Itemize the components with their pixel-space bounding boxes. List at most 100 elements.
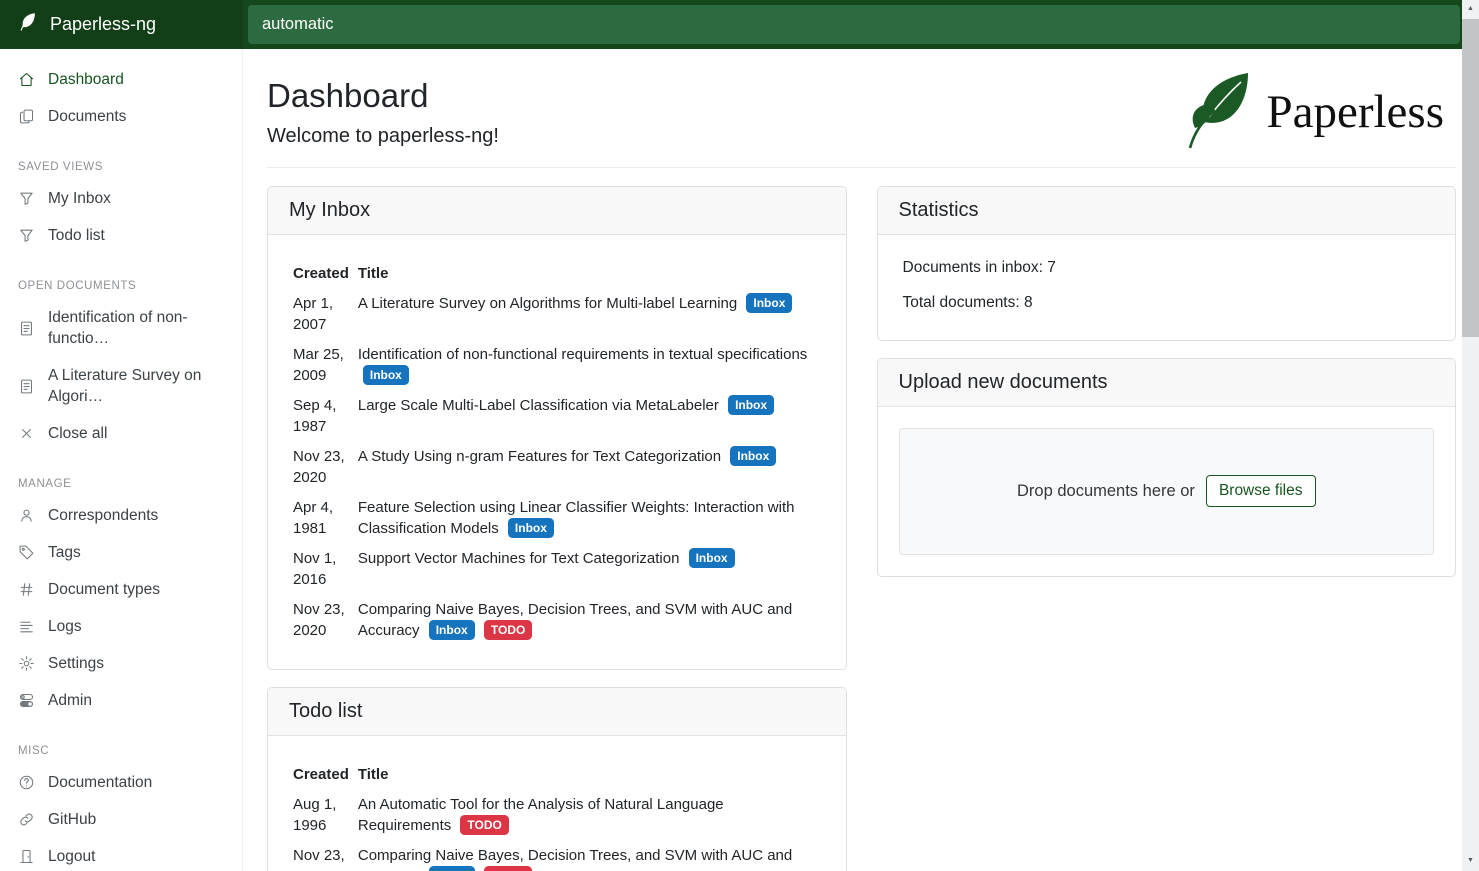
global-search-input[interactable] bbox=[248, 5, 1460, 44]
paperless-logo-text: Paperless bbox=[1266, 86, 1444, 138]
sidebar-item-identification-of-non-functio[interactable]: Identification of non-functio… bbox=[0, 299, 242, 357]
person-icon bbox=[18, 507, 35, 524]
dropzone-text: Drop documents here or bbox=[1017, 481, 1195, 500]
document-link[interactable]: An Automatic Tool for the Analysis of Na… bbox=[357, 795, 724, 834]
tag-badge-inbox[interactable]: Inbox bbox=[428, 619, 475, 640]
sidebar-item-label: Identification of non-functio… bbox=[48, 309, 188, 347]
sidebar-section-title: OPEN DOCUMENTS bbox=[18, 280, 137, 292]
document-row: Sep 4, 1987 Large Scale Multi-Label Class… bbox=[293, 390, 821, 441]
sidebar-item-label: Logout bbox=[48, 848, 96, 865]
sidebar-item-settings[interactable]: Settings bbox=[0, 645, 242, 682]
sidebar-item-label: Todo list bbox=[48, 227, 105, 244]
sidebar-item-logs[interactable]: Logs bbox=[0, 608, 242, 645]
doc-created-date: Nov 23, 2020 bbox=[293, 600, 345, 639]
doc-created-date: Sep 4, 1987 bbox=[293, 396, 337, 435]
stat-inbox-count: Documents in inbox: 7 bbox=[902, 259, 1056, 276]
tag-badge-todo[interactable]: TODO bbox=[483, 619, 533, 640]
sidebar-item-label: Settings bbox=[48, 655, 105, 672]
upload-widget: Upload new documents Drop documents here… bbox=[876, 357, 1456, 577]
statistics-widget: Statistics Documents in inbox: 7 Total d… bbox=[876, 186, 1456, 341]
brand-leaf-icon bbox=[17, 11, 39, 38]
tag-badge-inbox[interactable]: Inbox bbox=[728, 394, 775, 415]
document-link[interactable]: A Study Using n-gram Features for Text C… bbox=[357, 447, 722, 465]
scroll-down-arrow[interactable]: ▼ bbox=[1467, 857, 1474, 864]
page-subtitle: Welcome to paperless-ng! bbox=[267, 125, 499, 147]
widget-title: Statistics bbox=[877, 187, 1455, 235]
sidebar-item-label: Correspondents bbox=[48, 507, 159, 524]
tag-badge-todo[interactable]: TODO bbox=[460, 814, 509, 835]
my-inbox-table: Created Title Apr 1, 2007 A Literature Surv… bbox=[293, 259, 821, 645]
document-link[interactable]: Identification of non-functional require… bbox=[357, 345, 808, 363]
search-bar bbox=[243, 0, 1479, 49]
doc-created-date: Nov 23, 2020 bbox=[293, 846, 345, 871]
sidebar-item-github[interactable]: GitHub bbox=[0, 801, 242, 838]
doc-created-date: Mar 25, 2009 bbox=[293, 345, 344, 384]
file-text-icon bbox=[18, 320, 35, 337]
document-row: Mar 25, 2009 Identification of non-functi… bbox=[293, 339, 821, 390]
sidebar-item-documents[interactable]: Documents bbox=[0, 98, 242, 135]
sidebar-item-logout[interactable]: Logout bbox=[0, 838, 242, 871]
todo-list-table: Created Title Aug 1, 1996 An Automatic Tool… bbox=[293, 760, 821, 871]
sidebar-item-document-types[interactable]: Document types bbox=[0, 571, 242, 608]
stat-total-count: Total documents: 8 bbox=[902, 293, 1033, 311]
sidebar-item-close-all[interactable]: Close all bbox=[0, 415, 242, 452]
sidebar-item-label: Document types bbox=[48, 581, 160, 598]
sidebar-item-label: Logs bbox=[48, 618, 82, 635]
header-divider bbox=[267, 167, 1456, 168]
my-inbox-widget: My Inbox Created Title Apr 1, 2007 A Litera… bbox=[267, 186, 847, 670]
sidebar-item-label: Admin bbox=[48, 692, 92, 709]
sidebar-item-admin[interactable]: Admin bbox=[0, 682, 242, 719]
document-row: Aug 1, 1996 An Automatic Tool for the Ana… bbox=[293, 789, 821, 840]
sidebar-section-title: SAVED VIEWS bbox=[18, 161, 103, 173]
sidebar-item-label: Tags bbox=[48, 544, 81, 561]
upload-dropzone[interactable]: Drop documents here or Browse files bbox=[898, 427, 1434, 555]
sidebar-item-my-inbox[interactable]: My Inbox bbox=[0, 180, 242, 217]
app-brand[interactable]: Paperless-ng bbox=[0, 0, 243, 49]
vertical-scrollbar[interactable]: ▲ ▼ bbox=[1462, 0, 1479, 871]
sidebar-item-label: GitHub bbox=[48, 811, 97, 828]
column-header-created: Created bbox=[293, 766, 349, 783]
tag-badge-inbox[interactable]: Inbox bbox=[730, 445, 777, 466]
sidebar-item-a-literature-survey-on-algori[interactable]: A Literature Survey on Algori… bbox=[0, 357, 242, 415]
todo-list-widget: Todo list Created Title Aug 1, 1996 An Auto… bbox=[267, 687, 847, 871]
sidebar-item-label: My Inbox bbox=[48, 190, 111, 207]
document-link[interactable]: Feature Selection using Linear Classifie… bbox=[357, 498, 795, 537]
doc-created-date: Nov 23, 2020 bbox=[293, 447, 345, 486]
sidebar: Dashboard Documents SAVED VIEWS My Inbox Tod… bbox=[0, 49, 243, 871]
doc-created-date: Nov 1, 2016 bbox=[293, 549, 337, 588]
tag-badge-inbox[interactable]: Inbox bbox=[428, 865, 475, 871]
document-link[interactable]: Comparing Naive Bayes, Decision Trees, a… bbox=[357, 846, 793, 871]
tag-badge-inbox[interactable]: Inbox bbox=[362, 364, 409, 385]
widget-title: Todo list bbox=[268, 688, 846, 736]
scrollbar-thumb[interactable] bbox=[1462, 19, 1479, 337]
doc-created-date: Aug 1, 1996 bbox=[293, 795, 337, 834]
document-link[interactable]: Large Scale Multi-Label Classification v… bbox=[357, 396, 719, 414]
tag-badge-todo[interactable]: TODO bbox=[483, 865, 533, 871]
sidebar-item-dashboard[interactable]: Dashboard bbox=[0, 61, 242, 98]
tag-badge-inbox[interactable]: Inbox bbox=[688, 547, 735, 568]
hash-icon bbox=[18, 581, 35, 598]
sidebar-item-label: A Literature Survey on Algori… bbox=[48, 367, 202, 405]
sidebar-item-documentation[interactable]: Documentation bbox=[0, 764, 242, 801]
sidebar-section-title: MISC bbox=[18, 745, 50, 757]
doc-created-date: Apr 1, 2007 bbox=[293, 294, 334, 333]
document-row: Nov 23, 2020 A Study Using n-gram Feature… bbox=[293, 441, 821, 492]
tag-badge-inbox[interactable]: Inbox bbox=[507, 517, 554, 538]
document-row: Nov 23, 2020 Comparing Naive Bayes, Decis… bbox=[293, 840, 821, 871]
sidebar-item-tags[interactable]: Tags bbox=[0, 534, 242, 571]
document-link[interactable]: Support Vector Machines for Text Categor… bbox=[357, 549, 680, 567]
file-text-icon bbox=[18, 378, 35, 395]
sidebar-item-label: Documentation bbox=[48, 774, 153, 791]
sidebar-item-todo-list[interactable]: Todo list bbox=[0, 217, 242, 254]
browse-files-button[interactable]: Browse files bbox=[1205, 475, 1316, 507]
sidebar-item-correspondents[interactable]: Correspondents bbox=[0, 497, 242, 534]
paperless-logo: Paperless bbox=[1184, 71, 1456, 154]
document-link[interactable]: Comparing Naive Bayes, Decision Trees, a… bbox=[357, 600, 793, 639]
funnel-icon bbox=[18, 227, 35, 244]
column-header-title: Title bbox=[357, 766, 389, 783]
main-content: Dashboard Welcome to paperless-ng! Paper… bbox=[243, 49, 1479, 871]
tag-badge-inbox[interactable]: Inbox bbox=[746, 292, 793, 313]
document-row: Nov 23, 2020 Comparing Naive Bayes, Decis… bbox=[293, 594, 821, 645]
document-link[interactable]: A Literature Survey on Algorithms for Mu… bbox=[357, 294, 738, 312]
scroll-up-arrow[interactable]: ▲ bbox=[1467, 5, 1474, 12]
